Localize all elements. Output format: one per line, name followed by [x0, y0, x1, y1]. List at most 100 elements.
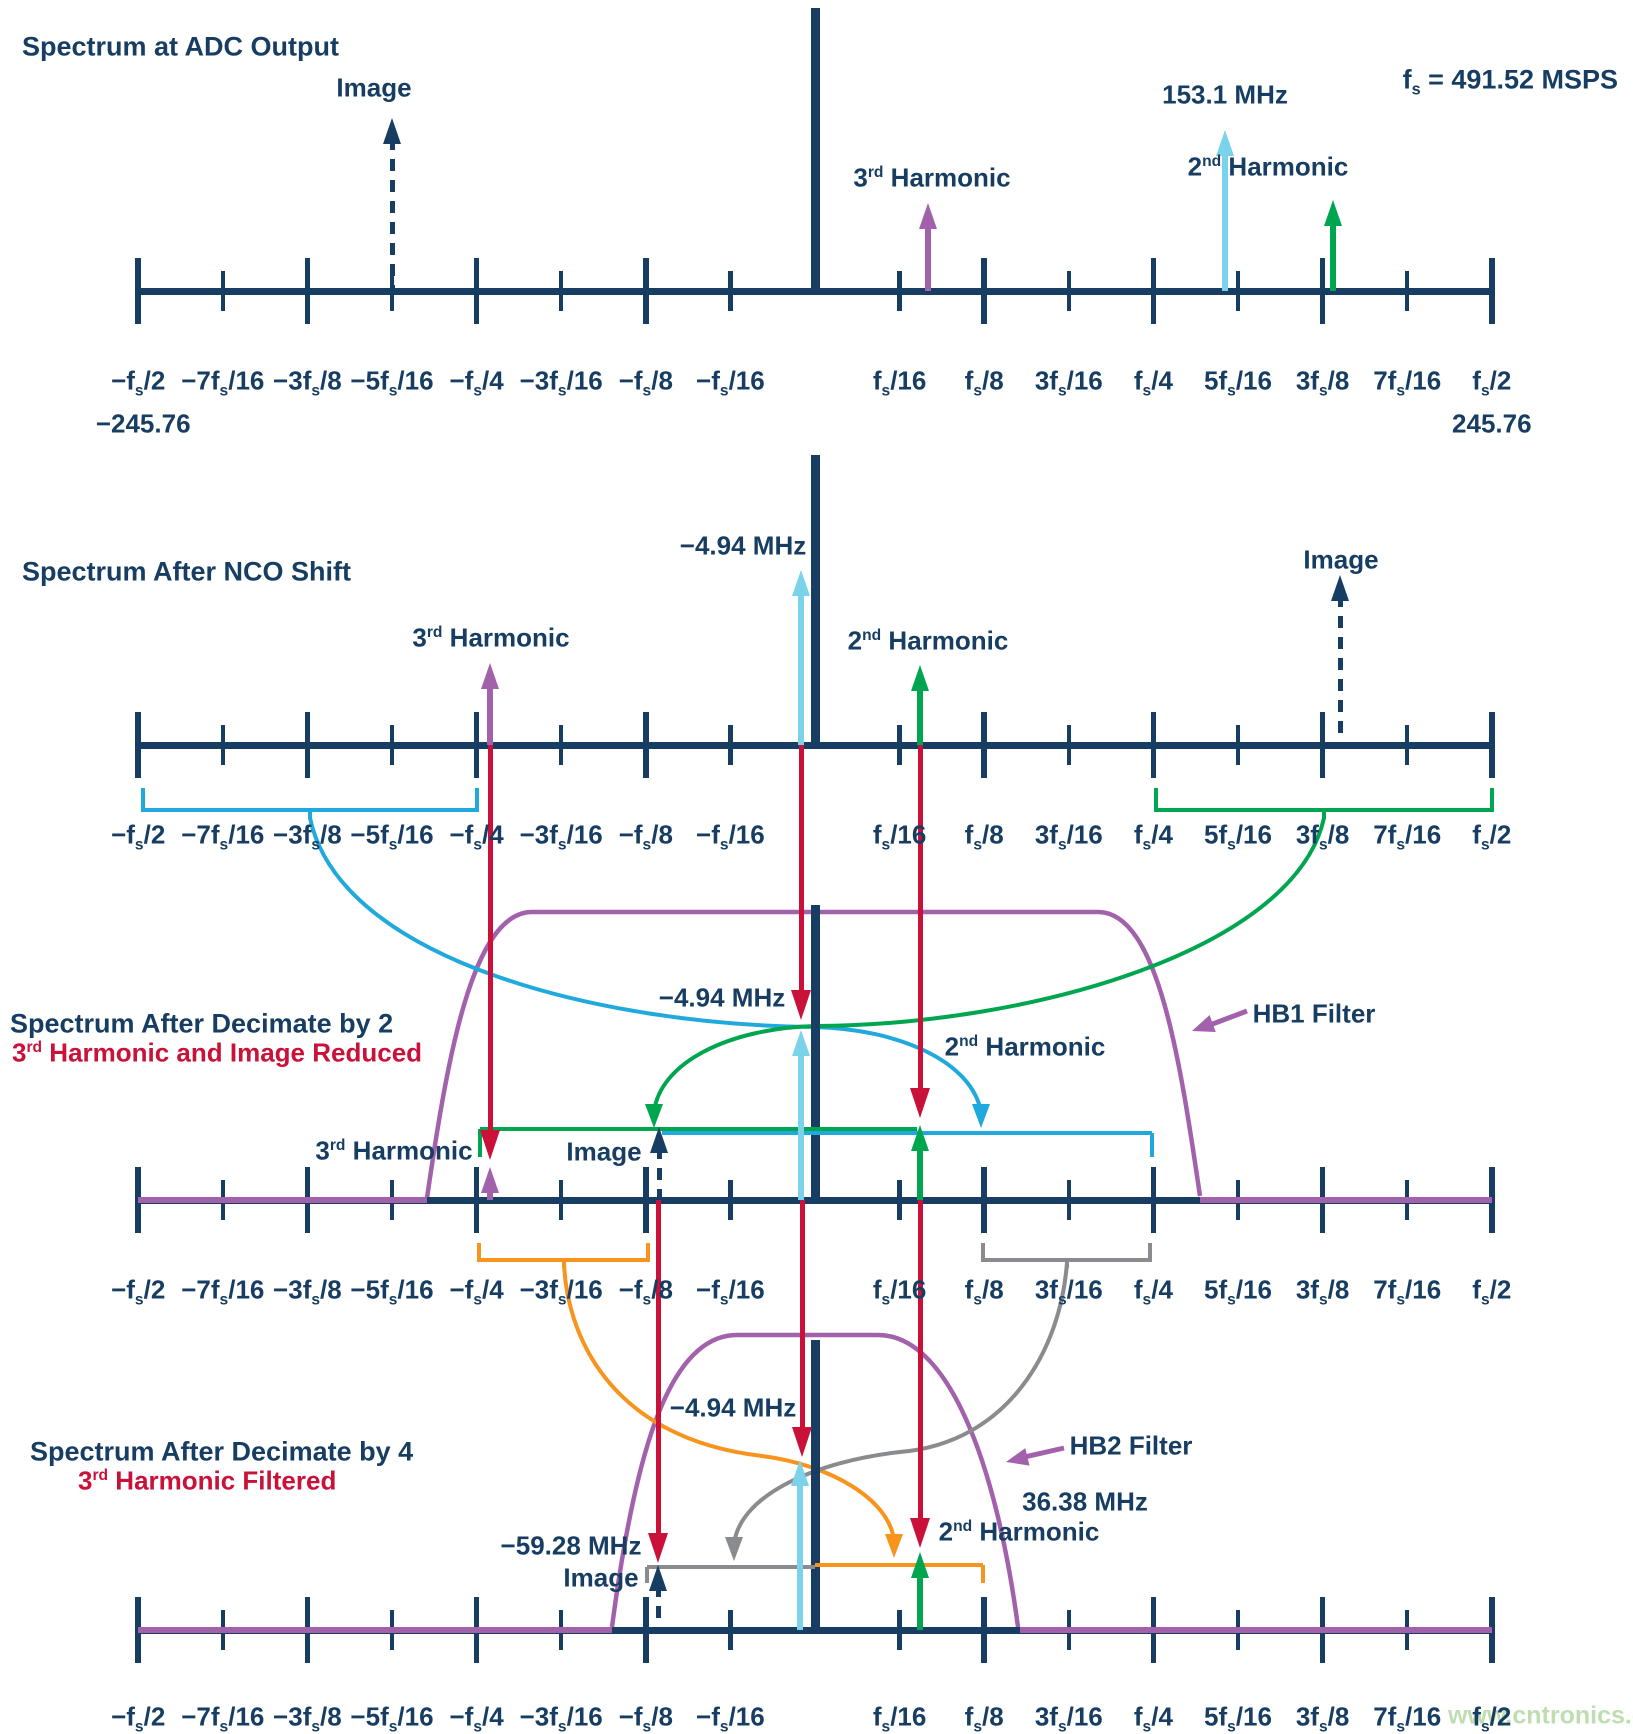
- s4-second-harmonic-freq-label: 36.38 MHz: [1022, 1486, 1148, 1517]
- spectrum-nco-shift-tick: [135, 712, 141, 778]
- fold-band-pos-bracket-end-r: [1148, 1243, 1152, 1262]
- green-fold-curve: [652, 817, 1326, 1113]
- s1-third-harmonic-line: [925, 223, 931, 291]
- red-third-harmonic-to-s3: [487, 745, 493, 1134]
- spectrum-adc-output-tick-label: 3fs/8: [1295, 365, 1350, 400]
- spectrum-decimate-4-tick: [728, 1610, 733, 1650]
- spectrum-adc-output-tick: [643, 258, 649, 324]
- spectrum-nco-shift-axis-line: [138, 741, 1492, 749]
- spectrum-adc-output-tick: [981, 258, 987, 324]
- red-fundamental-to-s3: [798, 745, 804, 994]
- s3-third-harmonic-label: 3rd Harmonic: [315, 1135, 473, 1166]
- spectrum-nco-shift-tick-label: −fs/4: [449, 819, 504, 854]
- s1-fundamental-head: [1216, 130, 1234, 156]
- spectrum-nco-shift-tick-label: −3fs/16: [519, 819, 603, 854]
- spectrum-adc-output-tick-label: 3fs/16: [1034, 365, 1103, 400]
- nyquist-band-pos-bracket-bar: [1156, 808, 1492, 812]
- spectrum-decimate-2-tick-label: −3fs/8: [273, 1274, 342, 1309]
- spectrum-decimate-4-axis-line: [138, 1626, 1492, 1634]
- s1-second-harmonic-line: [1330, 220, 1336, 291]
- spectrum-adc-output-tick-label: fs/4: [1133, 365, 1173, 400]
- s4-fundamental-head: [791, 1460, 809, 1486]
- spectrum-nco-shift-tick-label: 3fs/16: [1034, 819, 1103, 854]
- spectrum-nco-shift-tick: [473, 712, 480, 778]
- s2-second-harmonic-line: [917, 685, 923, 745]
- s3-third-harmonic-line: [487, 1187, 493, 1200]
- spectrum-adc-output-tick-label: −7fs/16: [181, 365, 265, 400]
- spectrum-decimate-2-tick-label: −3fs/16: [519, 1274, 603, 1309]
- s4-image-line: [655, 1585, 661, 1630]
- spectrum-adc-output-axis-line: [138, 287, 1492, 295]
- s3-image-label: Image: [566, 1136, 642, 1167]
- hb2-filter-axis-overlay-1: [1020, 1627, 1492, 1633]
- gray-fold-curve-head: [725, 1537, 743, 1561]
- s4-second-harmonic-head: [911, 1552, 929, 1578]
- spectrum-nco-shift-tick-label: −7fs/16: [181, 819, 265, 854]
- spectrum-nco-shift-tick: [1066, 725, 1072, 765]
- s3-second-harmonic-line: [917, 1145, 923, 1200]
- subtitle-decimate-4: 3rd Harmonic Filtered: [78, 1465, 337, 1496]
- fold-band-neg-bracket-stem: [562, 1262, 566, 1268]
- s2-fundamental-head: [792, 570, 810, 596]
- spectrum-nco-shift-tick-label: 5fs/16: [1204, 819, 1272, 854]
- spectrum-decimate-2-tick: [1066, 1180, 1072, 1220]
- spectrum-adc-output-tick: [728, 271, 733, 311]
- fold-band-neg-bracket-end-r: [646, 1243, 650, 1262]
- fold-band-pos-bracket-stem: [1065, 1262, 1069, 1268]
- red-third-harmonic-to-s3-head: [480, 1130, 500, 1160]
- fold-band-neg-bracket-end-l: [477, 1243, 481, 1262]
- spectrum-decimate-4-tick: [981, 1597, 987, 1663]
- spectrum-decimate-2-tick: [728, 1180, 733, 1220]
- s3-image-line: [656, 1147, 662, 1200]
- red-fundamental-to-s3-head: [791, 990, 811, 1020]
- s3-second-harmonic-label: 2nd Harmonic: [944, 1031, 1106, 1062]
- spectrum-decimate-4-zero-axis: [810, 1340, 820, 1630]
- s3-second-harmonic-head: [911, 1125, 929, 1151]
- s1-second-harmonic-head: [1324, 200, 1342, 226]
- s4-second-harmonic-line: [917, 1572, 923, 1630]
- nyquist-band-pos-bracket-stem: [1322, 812, 1326, 819]
- spectrum-adc-output-tick-label: 7fs/16: [1373, 365, 1442, 400]
- spectrum-decimate-4-tick-label: 5fs/16: [1204, 1701, 1272, 1734]
- spectrum-adc-output-tick: [1489, 258, 1495, 324]
- spectrum-decimate-4-tick-label: fs/16: [872, 1701, 927, 1734]
- spectrum-adc-output-tick-label: fs/16: [872, 365, 927, 400]
- hb2-filter-pointer-head: [1006, 1448, 1030, 1466]
- spectrum-adc-output-tick: [1150, 258, 1157, 324]
- s2-third-harmonic-head: [481, 663, 499, 689]
- s4-fundamental-line: [797, 1480, 803, 1630]
- spectrum-decimate-2-tick-label: −5fs/16: [350, 1274, 434, 1309]
- title-spectrum-adc-output: Spectrum at ADC Output: [22, 31, 339, 62]
- spectrum-adc-output-tick: [220, 271, 226, 311]
- spectrum-nco-shift-tick: [981, 712, 987, 778]
- s3-image-head: [650, 1127, 668, 1153]
- s4-image-label: Image: [563, 1562, 639, 1593]
- orange-fold-curve: [562, 1261, 896, 1541]
- s4-image-head: [649, 1565, 667, 1591]
- green-fold-curve-head: [645, 1104, 663, 1128]
- watermark: www.cntronics.com: [1448, 1701, 1633, 1730]
- s1-image-line: [389, 138, 395, 291]
- spectrum-adc-output-tick: [558, 271, 564, 311]
- title-spectrum-nco-shift: Spectrum After NCO Shift: [22, 556, 352, 587]
- spectrum-decimate-2-tick-label: fs/8: [964, 1274, 1004, 1309]
- s2-fundamental-label: −4.94 MHz: [679, 530, 807, 561]
- s3-third-harmonic-head: [481, 1167, 499, 1193]
- cyan-fold-curve: [308, 817, 983, 1113]
- s1-fundamental-label: 153.1 MHz: [1162, 79, 1288, 110]
- spectrum-decimate-2-axis-line: [138, 1196, 1492, 1204]
- s4-gray-band-stub: [645, 1567, 649, 1583]
- spectrum-nco-shift-tick-label: −fs/8: [618, 819, 673, 854]
- spectrum-decimate-4-tick-label: −7fs/16: [181, 1701, 265, 1734]
- spectrum-nco-shift-tick-label: fs/2: [1472, 819, 1512, 854]
- spectrum-nco-shift-tick-label: fs/8: [964, 819, 1004, 854]
- spectrum-adc-output-tick-label: −5fs/16: [350, 365, 434, 400]
- fold-band-pos-bracket-end-l: [981, 1243, 985, 1262]
- s3-green-band: [480, 1127, 917, 1131]
- spectrum-nco-shift-tick-label: 3fs/8: [1295, 819, 1350, 854]
- red-second-harmonic-to-s4-head: [910, 1518, 930, 1548]
- spectrum-nco-shift-tick: [304, 712, 311, 778]
- s2-third-harmonic-label: 3rd Harmonic: [412, 622, 570, 653]
- spectrum-nco-shift-tick-label: fs/4: [1133, 819, 1173, 854]
- spectrum-nco-shift-tick: [1150, 712, 1157, 778]
